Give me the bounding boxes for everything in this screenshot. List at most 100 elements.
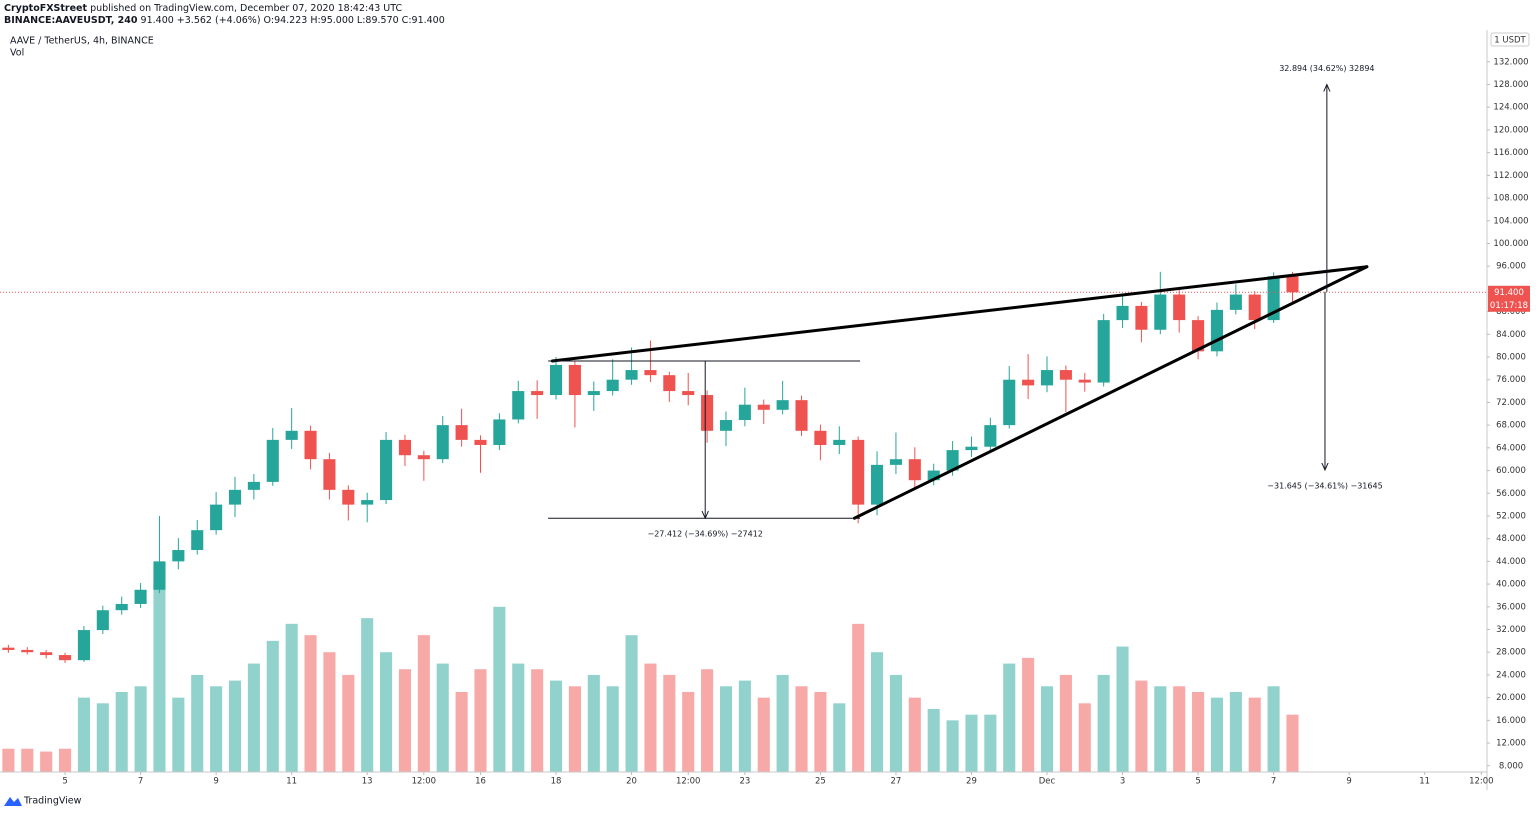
candle-body [2, 647, 15, 650]
volume-bar [606, 686, 619, 772]
candle-body [814, 430, 827, 445]
volume-bar [285, 623, 298, 772]
candle-body [455, 425, 468, 440]
volume-bar [663, 674, 676, 772]
candle-body [682, 391, 695, 396]
volume-bar [191, 674, 204, 772]
candle-body [1248, 294, 1261, 321]
volume-bar [1286, 714, 1299, 772]
volume-bar [153, 584, 166, 772]
volume-bar [644, 663, 657, 772]
volume-bar [1059, 674, 1072, 772]
volume-bar [380, 652, 393, 772]
volume-bar [587, 674, 600, 772]
candle-body [40, 652, 53, 656]
volume-bar [1192, 691, 1205, 772]
volume-bar [1040, 686, 1054, 772]
volume-bar [738, 680, 751, 772]
y-tick-label: 104.000 [1493, 216, 1528, 226]
publisher-name: CryptoFXStreet [4, 3, 87, 14]
x-tick-label: 29 [966, 777, 977, 787]
volume-bar [323, 652, 336, 772]
candle-body [587, 391, 600, 396]
candle-body [871, 464, 884, 505]
volume-label: Vol [10, 48, 24, 59]
currency[interactable]: 1 USDT [1494, 36, 1526, 46]
x-tick-label: 11 [1419, 777, 1430, 787]
symbol: BINANCE:AAVEUSDT, 240 [4, 15, 138, 26]
x-tick-label: 11 [286, 777, 297, 787]
volume-bar [172, 697, 185, 772]
volume-bar [1022, 657, 1035, 772]
candle-body [512, 391, 525, 420]
y-tick-label: 24.000 [1496, 670, 1526, 680]
candle-body [1173, 294, 1186, 321]
publisher: CryptoFXStreet published on TradingView.… [4, 3, 403, 14]
volume-bar [493, 606, 506, 772]
x-tick-label: 9 [1346, 777, 1351, 787]
currency-box[interactable] [1490, 32, 1530, 47]
x-tick-label: 20 [626, 777, 637, 787]
volume-bar [304, 635, 317, 772]
candle-body [191, 530, 204, 551]
candle-body [776, 400, 789, 410]
candle-body [531, 391, 544, 396]
candle-body [757, 404, 770, 410]
candle-body [1078, 379, 1091, 383]
volume-bar [474, 669, 487, 772]
x-tick-label: 3 [1120, 777, 1125, 787]
candle-body [1154, 294, 1167, 330]
volume-bar [1154, 686, 1167, 772]
x-tick-label: 27 [891, 777, 902, 787]
volume-bar [908, 697, 921, 772]
volume-bar [984, 714, 997, 772]
candle-body [247, 481, 260, 490]
y-tick-label: 20.000 [1496, 693, 1526, 703]
x-tick-label: 7 [1271, 777, 1276, 787]
measure-label: −31.645 (−34.61%) −31645 [1267, 481, 1382, 490]
candle-body [1286, 276, 1299, 293]
candle-body [701, 395, 714, 431]
brand-logo [4, 797, 22, 806]
candle-body [1097, 320, 1110, 383]
candle-body [96, 610, 109, 631]
candle-body [59, 655, 72, 661]
trendline [550, 265, 1369, 363]
y-tick-label: 44.000 [1496, 557, 1526, 567]
y-tick-label: 132.000 [1493, 57, 1528, 67]
x-tick-label: 12:00 [1469, 777, 1494, 787]
candle-body [474, 439, 487, 445]
candle-body [115, 603, 128, 611]
volume-bar [1097, 674, 1110, 772]
volume-bar [833, 703, 846, 772]
volume-bar [77, 697, 90, 772]
candle-body [738, 404, 751, 421]
measure-label: −27.412 (−34.69%) −27412 [648, 530, 763, 539]
candle-body [1229, 294, 1242, 310]
volume-bar [1210, 697, 1224, 772]
candle-body [323, 459, 336, 490]
y-tick-label: 72.000 [1496, 398, 1526, 408]
volume-bar [889, 674, 902, 772]
volume-bar [247, 663, 260, 772]
chart-title: AAVE / TetherUS, 4h, BINANCE [10, 36, 154, 47]
y-tick-label: 36.000 [1496, 602, 1526, 612]
x-tick-label: 7 [138, 777, 143, 787]
candle-body [663, 375, 676, 392]
volume-bar [134, 686, 147, 772]
candle-body [833, 439, 846, 445]
candle-body [625, 370, 638, 380]
volume-bar [814, 691, 827, 772]
last-price-box [1488, 285, 1530, 312]
x-tick-label: 9 [213, 777, 218, 787]
candle-body [795, 400, 808, 431]
candle-body [549, 364, 563, 396]
candle-body [21, 649, 34, 653]
x-tick-label: 5 [62, 777, 67, 787]
candle-body [1022, 379, 1035, 386]
candle-body [285, 430, 298, 440]
candle-body [946, 450, 959, 471]
candle-body [77, 630, 90, 661]
volume-bar [776, 674, 789, 772]
y-tick-label: 8.000 [1499, 761, 1523, 771]
